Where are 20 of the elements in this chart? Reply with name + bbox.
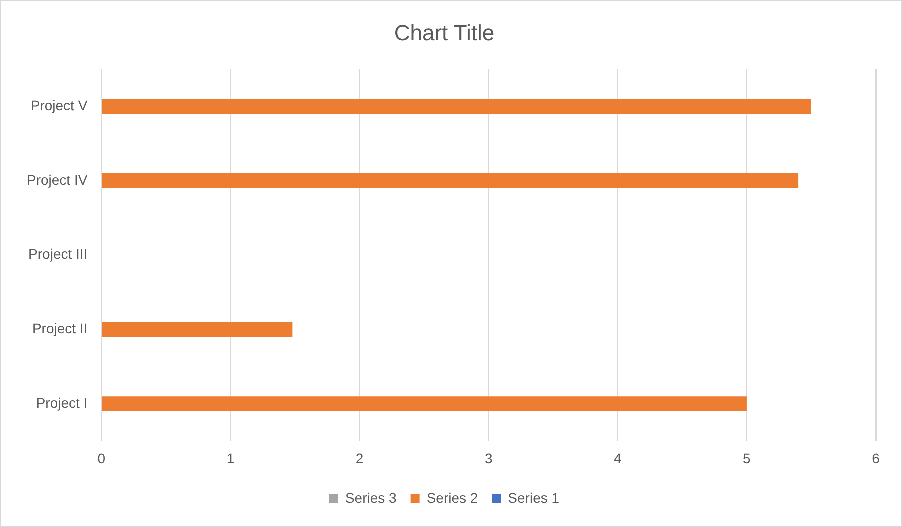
x-tick-label: 1 bbox=[226, 450, 235, 466]
legend-label: Series 3 bbox=[345, 490, 398, 506]
y-tick-label: Project V bbox=[30, 97, 88, 114]
legend-label: Series 1 bbox=[508, 490, 560, 506]
x-tick-label: 4 bbox=[614, 450, 622, 466]
y-tick-label: Project I bbox=[36, 394, 88, 411]
y-tick-label: Project III bbox=[28, 246, 88, 262]
bar bbox=[102, 322, 293, 338]
x-tick-label: 3 bbox=[484, 450, 493, 466]
chart-title: Chart Title bbox=[394, 20, 495, 46]
bar bbox=[102, 99, 812, 114]
x-tick-label: 0 bbox=[98, 450, 106, 466]
x-tick-label: 6 bbox=[872, 450, 880, 466]
x-tick-label: 5 bbox=[743, 450, 752, 466]
y-tick-label: Project IV bbox=[26, 172, 88, 188]
x-tick-label: 2 bbox=[356, 450, 364, 466]
bar bbox=[102, 396, 747, 412]
y-tick-label: Project II bbox=[32, 320, 88, 337]
legend-label: Series 2 bbox=[426, 490, 478, 506]
bar bbox=[102, 174, 799, 188]
